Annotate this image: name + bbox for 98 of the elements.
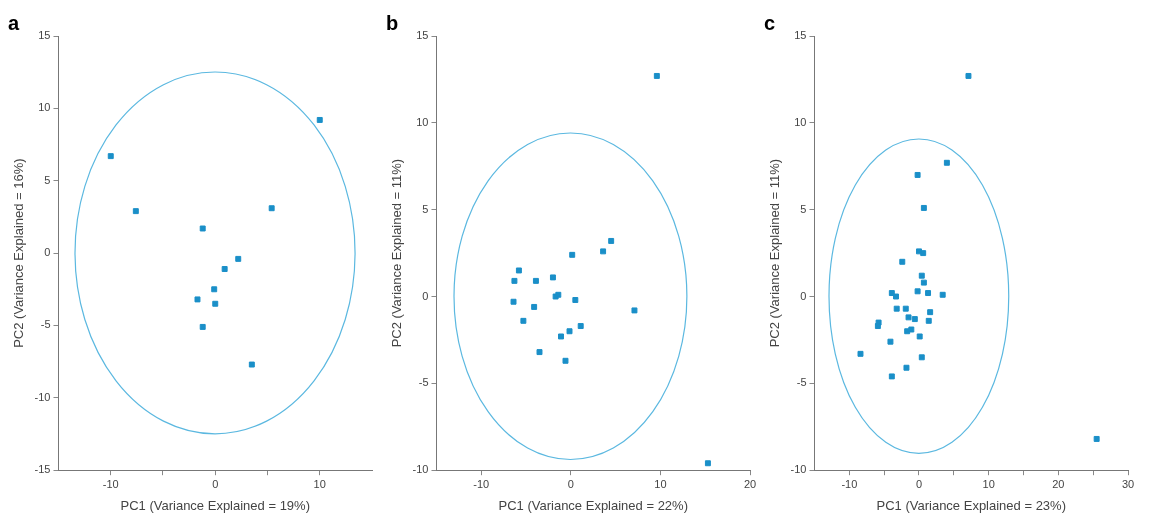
point <box>132 208 139 215</box>
y-axis-title: PC2 (Variance Explained = 16%) <box>11 158 27 348</box>
y-tick-label: 10 <box>794 115 807 128</box>
point <box>510 298 517 305</box>
x-tick-label: 30 <box>1121 477 1135 490</box>
point <box>927 309 934 316</box>
x-tick-label: 10 <box>654 477 667 490</box>
y-tick-label: -5 <box>40 318 51 331</box>
y-tick-label: 0 <box>422 289 429 302</box>
point <box>903 364 910 371</box>
point <box>531 303 538 310</box>
y-tick-label: -10 <box>790 463 807 476</box>
point <box>908 326 915 333</box>
y-tick-label: -15 <box>34 463 51 476</box>
point <box>905 314 912 321</box>
x-tick-label: 0 <box>915 477 923 490</box>
point <box>893 293 899 300</box>
y-tick-label: 0 <box>44 246 51 259</box>
point <box>911 316 918 323</box>
point <box>268 205 275 212</box>
y-tick-label: 10 <box>416 115 429 128</box>
y-tick-label: 15 <box>794 29 807 42</box>
point <box>653 72 660 79</box>
point <box>939 291 946 298</box>
point <box>212 300 219 307</box>
y-tick-label: 0 <box>800 289 807 302</box>
x-tick-label: -10 <box>841 477 858 490</box>
point <box>566 328 573 335</box>
point <box>857 350 864 357</box>
point <box>920 279 927 286</box>
point <box>608 237 615 244</box>
point <box>918 272 925 279</box>
point <box>704 460 711 467</box>
chart-title: c <box>764 11 776 34</box>
point <box>520 317 527 324</box>
point <box>914 288 921 295</box>
x-tick-label: 0 <box>212 477 219 490</box>
point <box>211 286 218 293</box>
y-tick-label: 15 <box>416 29 429 42</box>
y-axis-title: PC2 (Variance Explained = 11%) <box>767 158 783 348</box>
point <box>916 333 923 340</box>
point <box>194 296 201 303</box>
point <box>899 258 906 265</box>
point <box>943 159 950 166</box>
point <box>316 116 323 123</box>
x-tick-label: 0 <box>567 477 574 490</box>
point <box>893 305 900 312</box>
point <box>600 248 607 255</box>
point <box>107 153 114 160</box>
point <box>549 274 556 281</box>
y-tick-label: -10 <box>34 390 51 403</box>
point <box>515 267 522 274</box>
point <box>558 333 564 340</box>
point <box>221 266 228 272</box>
y-tick-label: 15 <box>38 29 51 42</box>
x-axis-title: PC1 (Variance Explained = 19%) <box>120 497 310 513</box>
point <box>199 323 206 330</box>
x-tick-label: -10 <box>473 477 490 490</box>
y-tick-label: 5 <box>44 173 51 186</box>
x-axis-title: PC1 (Variance Explained = 22%) <box>498 497 688 513</box>
y-axis-title: PC2 (Variance Explained = 11%) <box>389 158 405 348</box>
point <box>511 277 518 284</box>
point <box>569 251 576 258</box>
point <box>631 307 638 314</box>
x-tick-label: 20 <box>743 477 757 490</box>
point <box>925 317 932 324</box>
point <box>887 338 894 345</box>
x-tick-label: 10 <box>982 477 995 490</box>
chart-title: a <box>8 11 20 34</box>
point <box>902 305 909 312</box>
point <box>874 323 881 330</box>
point <box>914 171 921 178</box>
point <box>562 357 569 364</box>
point <box>1093 435 1100 442</box>
point <box>536 349 543 356</box>
y-tick-label: -5 <box>418 376 429 389</box>
y-tick-label: 10 <box>38 101 51 114</box>
point <box>235 255 242 262</box>
point <box>248 361 255 368</box>
y-tick-label: 5 <box>422 202 429 215</box>
y-tick-label: -5 <box>796 376 807 389</box>
point <box>920 204 927 211</box>
x-axis-title: PC1 (Variance Explained = 23%) <box>876 497 1066 513</box>
y-tick-label: -10 <box>412 463 429 476</box>
x-tick-label: 10 <box>313 477 326 490</box>
x-tick-label: -10 <box>102 477 119 490</box>
y-tick-label: 5 <box>800 202 807 215</box>
point <box>572 297 579 303</box>
point <box>925 290 932 297</box>
point <box>199 225 206 232</box>
point <box>965 72 972 79</box>
point <box>577 323 584 330</box>
point <box>888 373 895 380</box>
x-tick-label: 20 <box>1052 477 1065 490</box>
point <box>918 354 925 361</box>
point <box>920 250 927 257</box>
point <box>532 277 539 284</box>
chart-title: b <box>386 11 399 34</box>
